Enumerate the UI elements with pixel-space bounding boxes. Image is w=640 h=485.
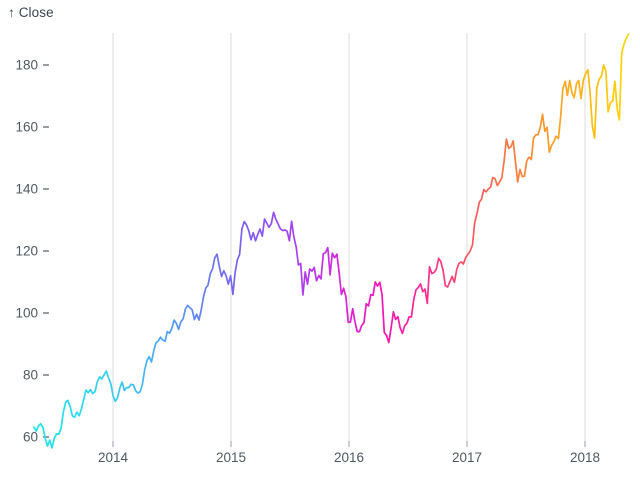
x-tick-label: 2018 bbox=[570, 450, 600, 465]
x-tick-label: 2015 bbox=[216, 450, 246, 465]
price-line-group bbox=[33, 33, 630, 449]
close-price-line bbox=[33, 33, 630, 449]
x-gridlines bbox=[112, 33, 586, 441]
x-axis-ticks: 2014 2015 2016 2017 2018 bbox=[98, 441, 600, 465]
x-tick-label: 2014 bbox=[98, 450, 129, 465]
y-axis-label: ↑ Close bbox=[8, 5, 54, 20]
y-tick-label: 60 bbox=[23, 430, 38, 445]
y-tick-label: 140 bbox=[15, 182, 38, 197]
y-tick-label: 100 bbox=[15, 306, 38, 321]
y-tick-label: 120 bbox=[15, 244, 38, 259]
y-axis-ticks: 60 80 100 120 140 160 180 bbox=[15, 58, 49, 445]
y-tick-label: 80 bbox=[23, 368, 38, 383]
y-tick-label: 180 bbox=[15, 58, 38, 73]
y-tick-label: 160 bbox=[15, 120, 38, 135]
x-tick-label: 2017 bbox=[452, 450, 482, 465]
x-tick-label: 2016 bbox=[334, 450, 364, 465]
